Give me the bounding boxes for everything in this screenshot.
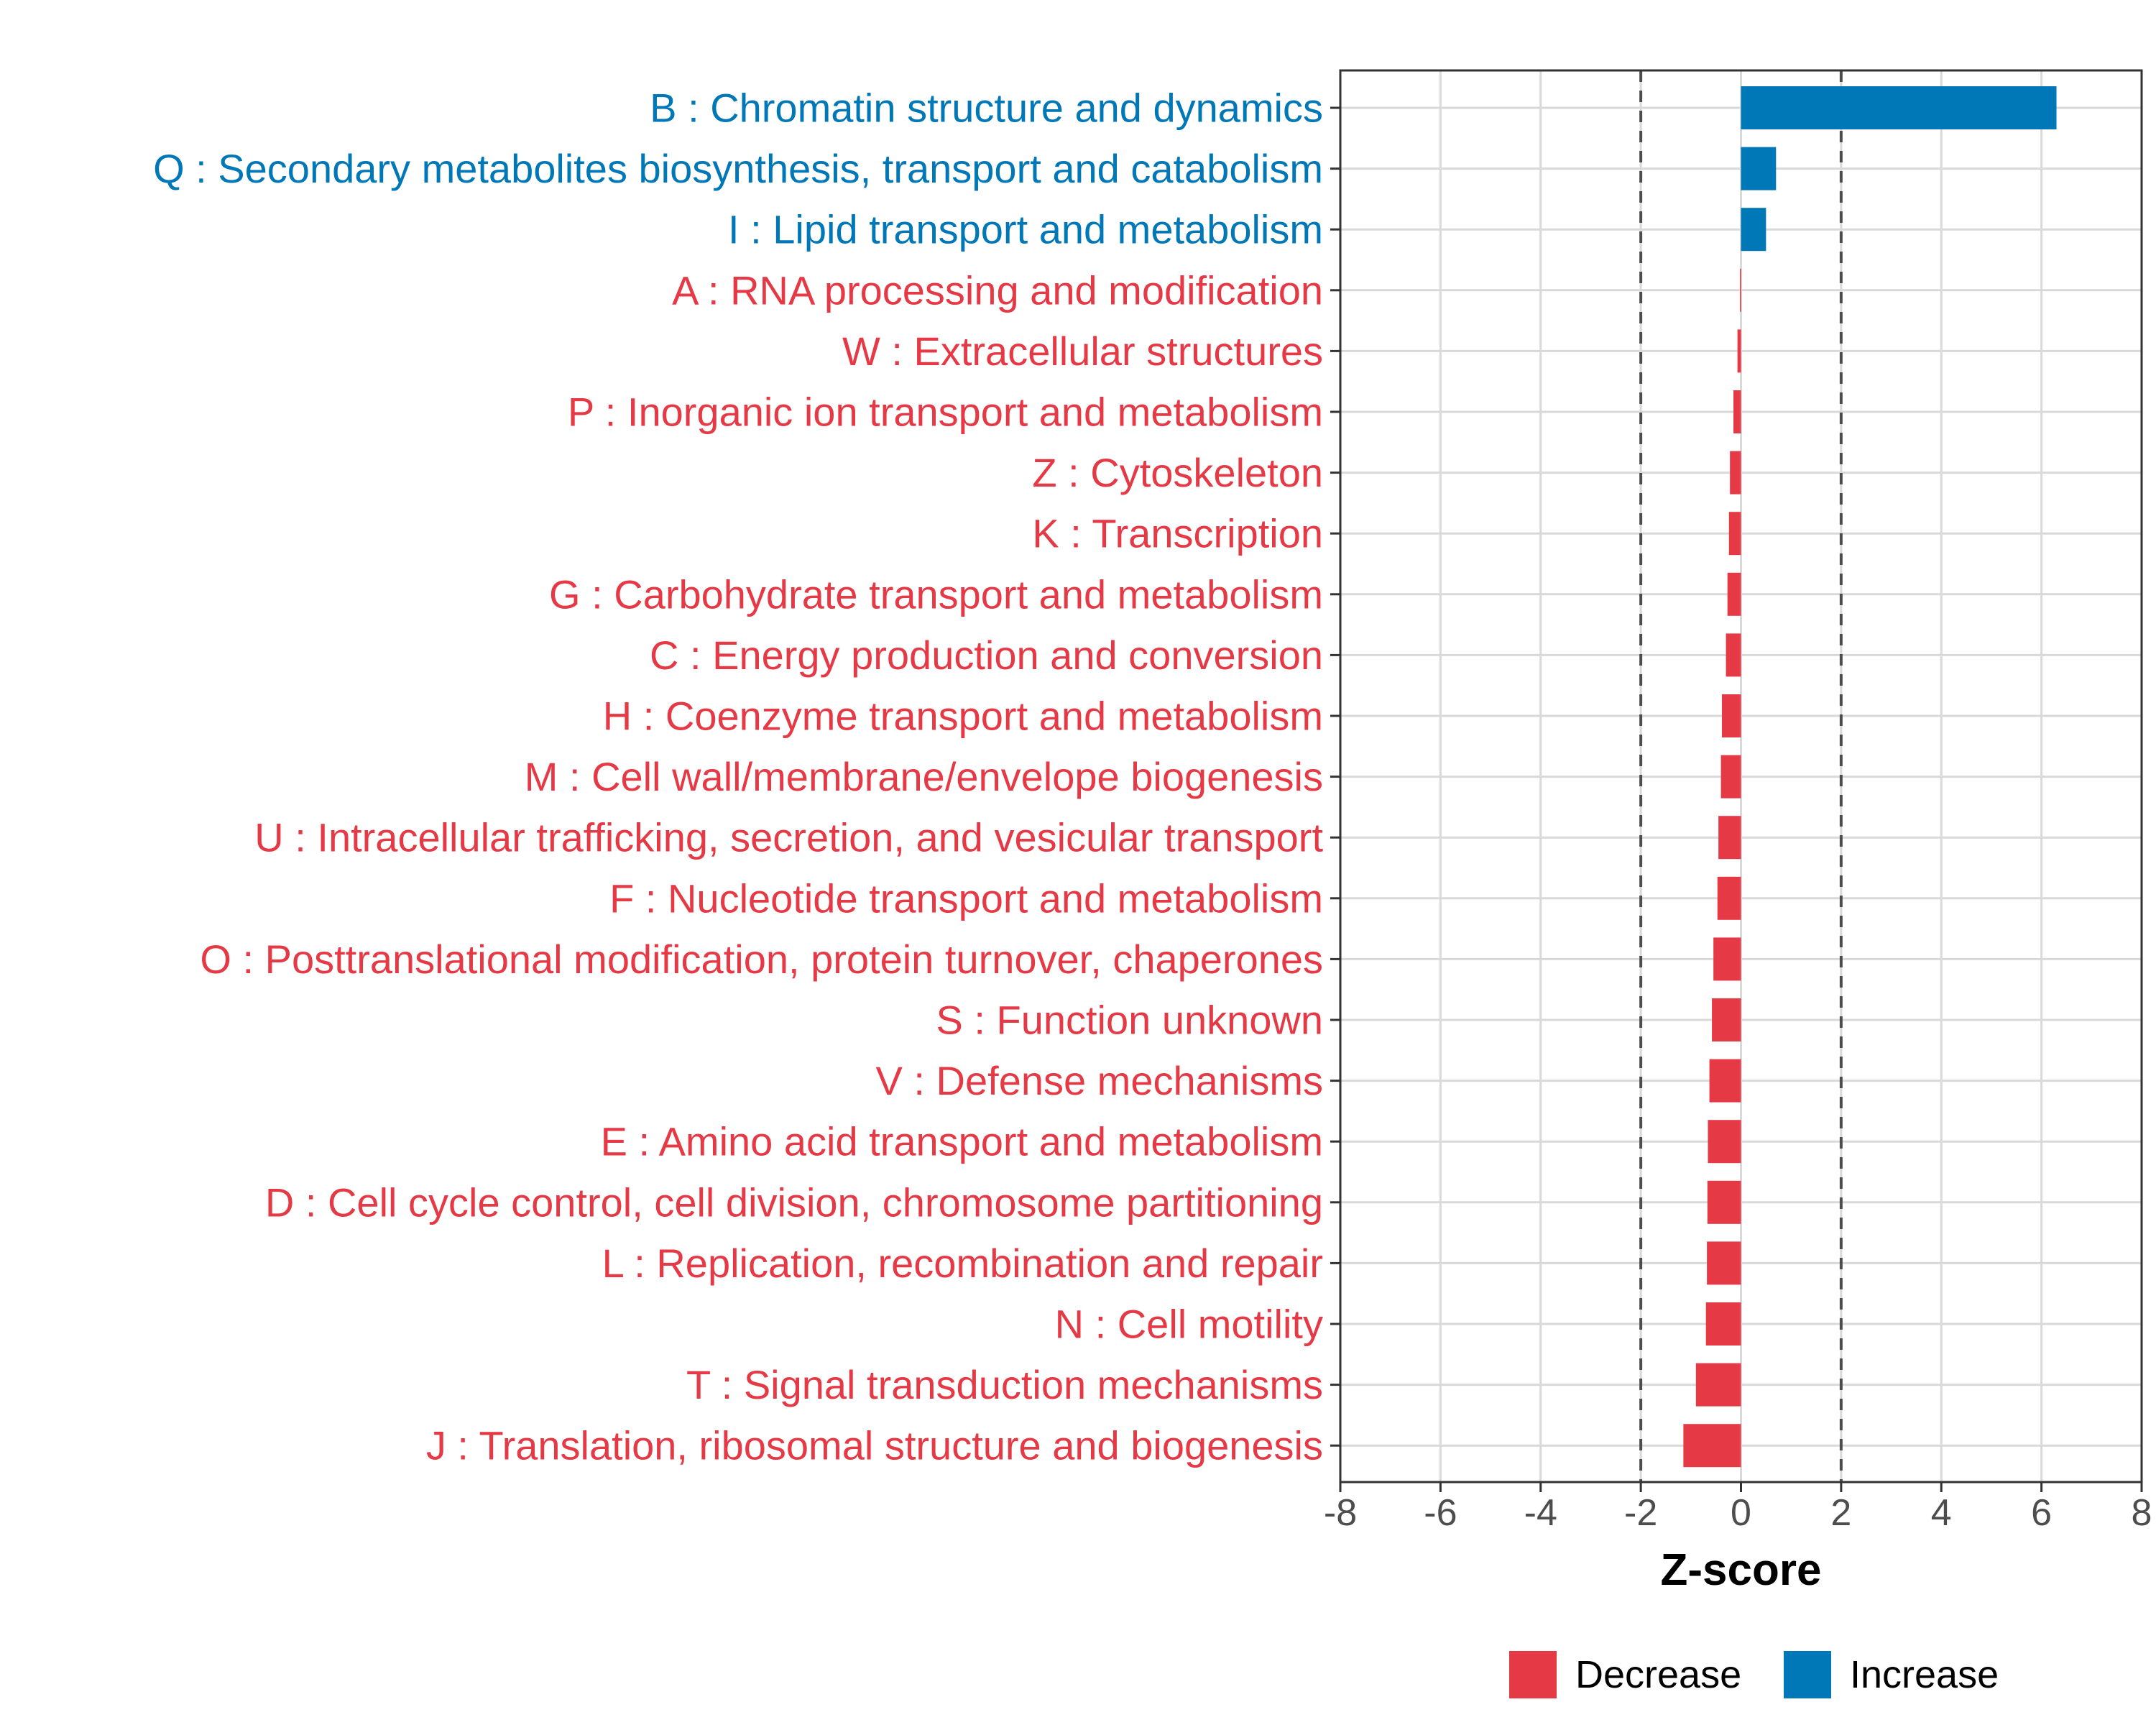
bar [1707,1241,1741,1285]
bar [1717,876,1741,920]
bar [1705,1302,1741,1346]
category-label: E : Amino acid transport and metabolism [601,1119,1323,1164]
x-tick-label: -2 [1624,1492,1657,1534]
category-label: A : RNA processing and modification [672,267,1323,313]
bar [1741,147,1777,190]
reference-lines [1639,70,1843,1482]
category-label: N : Cell motility [1055,1302,1323,1347]
category-label: U : Intracellular trafficking, secretion… [254,815,1323,860]
bar [1740,268,1741,312]
category-label: F : Nucleotide transport and metabolism [609,875,1323,921]
legend-key-decrease [1509,1651,1557,1698]
bar [1728,512,1741,556]
bars [1683,86,2057,1468]
category-label: Q : Secondary metabolites biosynthesis, … [153,146,1323,191]
legend-label-increase: Increase [1850,1653,1999,1696]
bar [1737,329,1741,373]
category-labels: B : Chromatin structure and dynamics Q : … [153,86,1323,1468]
bar [1707,1180,1741,1224]
category-label: G : Carbohydrate transport and metabolis… [549,571,1323,617]
category-label: H : Coenzyme transport and metabolism [603,694,1323,739]
bar [1741,86,2057,129]
bar [1718,816,1741,860]
y-axis-ticks [1330,106,1340,1447]
category-label: W : Extracellular structures [842,328,1323,374]
category-label: D : Cell cycle control, cell division, c… [265,1179,1323,1225]
bar [1730,451,1741,494]
legend-label-decrease: Decrease [1575,1653,1741,1696]
bar [1722,694,1741,737]
category-label: Z : Cytoskeleton [1032,450,1323,495]
x-tick-label: -8 [1324,1492,1357,1534]
bar [1712,998,1741,1041]
x-axis-title: Z-score [1661,1545,1822,1595]
category-label: P : Inorganic ion transport and metaboli… [568,390,1323,435]
bar [1709,1059,1741,1103]
bar [1713,937,1741,981]
category-label: M : Cell wall/membrane/envelope biogenes… [525,754,1323,799]
bar [1683,1424,1741,1468]
bar [1720,755,1741,799]
category-label: T : Signal transduction mechanisms [686,1362,1323,1407]
x-tick-label: -4 [1524,1492,1557,1534]
category-label: J : Translation, ribosomal structure and… [426,1423,1323,1468]
legend: Decrease Increase [1509,1651,1999,1698]
category-label: O : Posttranslational modification, prot… [200,937,1323,982]
x-tick-label: -6 [1424,1492,1457,1534]
x-tick-label: 0 [1731,1492,1751,1534]
legend-key-increase [1784,1651,1831,1698]
x-tick-labels: -8 -6 -4 -2 0 2 4 6 8 [1324,1492,2152,1534]
category-label: B : Chromatin structure and dynamics [650,86,1323,131]
bar [1733,390,1741,433]
category-label: S : Function unknown [936,998,1323,1043]
x-axis-ticks [1339,1482,2143,1492]
x-tick-label: 4 [1931,1492,1952,1534]
category-label: C : Energy production and conversion [650,632,1323,678]
bar [1741,208,1766,252]
x-tick-label: 2 [1830,1492,1851,1534]
category-label: L : Replication, recombination and repai… [602,1241,1323,1286]
x-tick-label: 8 [2132,1492,2152,1534]
bar [1708,1120,1741,1164]
category-label: V : Defense mechanisms [876,1058,1323,1103]
bar [1726,633,1741,677]
bar [1727,572,1741,616]
category-label: K : Transcription [1032,511,1323,556]
bar [1695,1363,1741,1407]
x-tick-label: 6 [2031,1492,2052,1534]
category-label: I : Lipid transport and metabolism [728,207,1323,252]
